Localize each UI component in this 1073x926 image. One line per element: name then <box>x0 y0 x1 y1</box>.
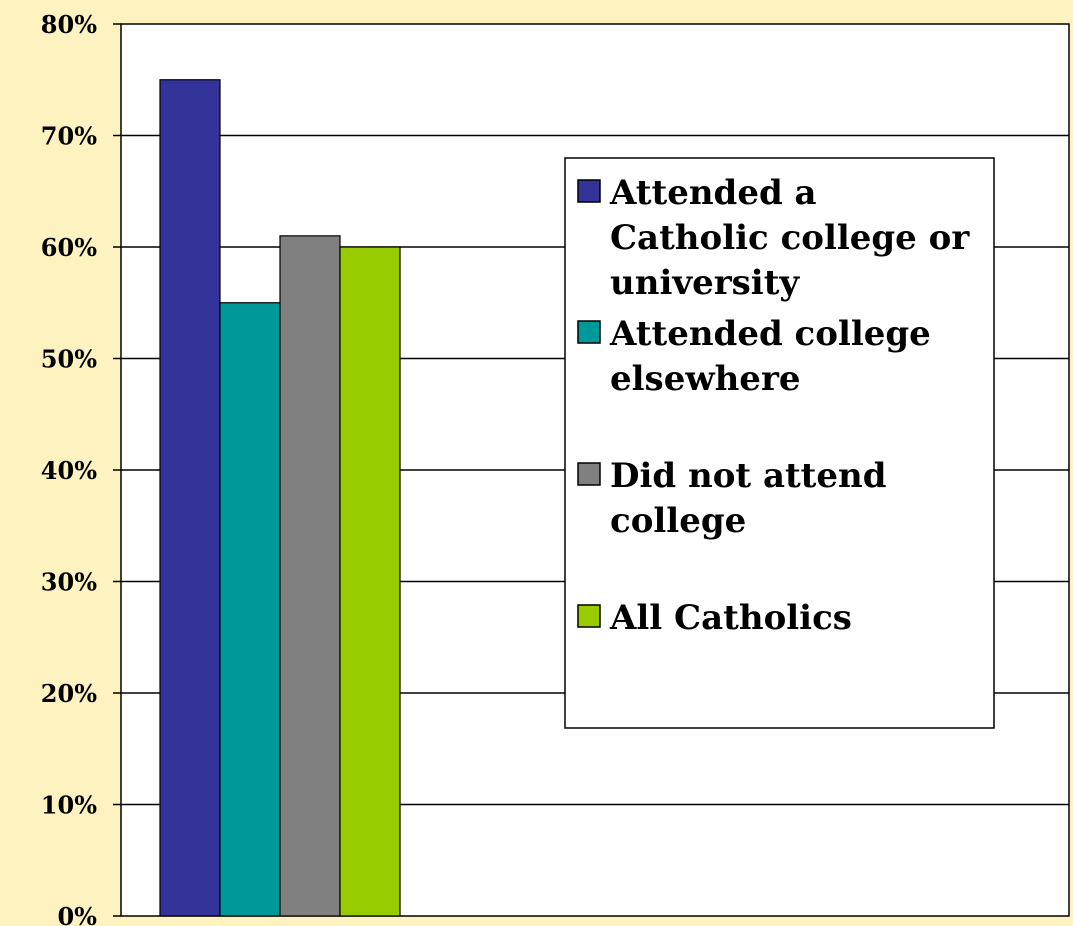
y-tick-label: 30% <box>41 568 97 597</box>
legend-swatch <box>577 320 601 344</box>
legend-label: Attended a Catholic college or university <box>609 173 970 303</box>
legend-label: Attended college elsewhere <box>609 314 931 399</box>
y-tick-label: 80% <box>41 10 97 39</box>
legend-label: All Catholics <box>609 598 852 638</box>
bar-4 <box>339 246 401 917</box>
y-axis-tick-labels: 0% 10% 20% 30% 40% 50% 60% 70% 80% <box>41 10 97 926</box>
y-tick-label: 20% <box>41 679 97 708</box>
legend-box <box>564 157 995 729</box>
bar-1 <box>159 79 221 917</box>
legend-label: Did not attend college <box>610 456 887 541</box>
y-tick-label: 70% <box>41 122 97 151</box>
y-tick-label: 10% <box>41 791 97 820</box>
bars <box>159 79 401 917</box>
legend: Attended a Catholic college or university A… <box>564 157 995 729</box>
y-tick-label: 50% <box>41 345 97 374</box>
legend-swatch <box>577 462 601 486</box>
legend-swatch <box>577 179 601 203</box>
legend-swatch <box>577 604 601 628</box>
y-tick-label: 0% <box>57 902 97 926</box>
bar-2 <box>219 302 281 917</box>
y-tick-label: 60% <box>41 233 97 262</box>
y-tick-label: 40% <box>41 456 97 485</box>
bar-3 <box>279 235 341 917</box>
